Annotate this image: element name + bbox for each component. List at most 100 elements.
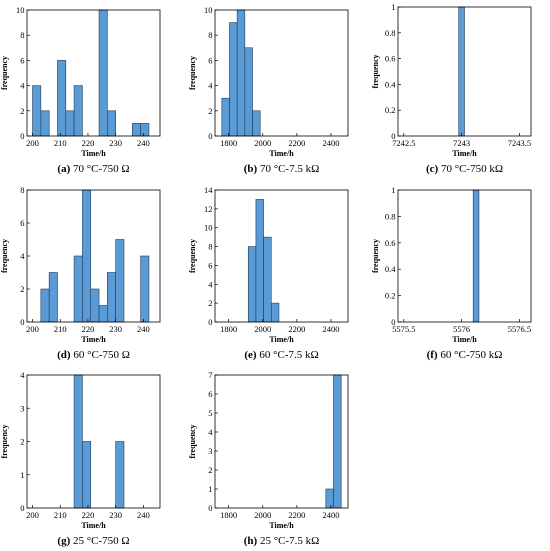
panel-caption: (d) 60 °C-750 Ω — [57, 349, 130, 361]
histogram-bar — [270, 302, 280, 323]
x-tick-label: 240 — [137, 324, 150, 334]
chart-panel-4: 200 210 220 230 240 0 2 4 6 8 Time/h frequency (d) 6… — [0, 185, 161, 361]
x-tick-label: 2400 — [322, 138, 339, 148]
y-tick-label: 0.6 — [385, 238, 396, 248]
y-tick-label: 8 — [208, 242, 212, 252]
panel-caption-text: 60 °C-750 Ω — [73, 349, 130, 361]
y-tick-label: 10 — [204, 223, 213, 233]
panel-caption-text: 60 °C-7.5 kΩ — [259, 349, 318, 361]
y-tick-label: 4 — [20, 370, 25, 380]
histogram-bar — [82, 441, 92, 509]
histogram-bar — [115, 441, 125, 509]
panel-caption-text: 70 °C-7.5 kΩ — [260, 163, 319, 175]
chart-panel-3: 7242.5 7243 7243.5 0 0.2 0.4 0.6 0.8 1 Time/h freq… — [371, 2, 532, 175]
panel-caption: (g) 25 °C-750 Ω — [57, 535, 129, 547]
histogram-bar — [131, 123, 141, 137]
histogram-bar — [325, 488, 334, 509]
histogram-bar — [458, 6, 465, 137]
histogram-bar — [40, 110, 50, 137]
panel-caption-letter: (h) — [244, 535, 260, 547]
x-tick-label: 240 — [137, 510, 150, 520]
histogram-bar — [57, 60, 67, 137]
x-tick-label: 7243 — [453, 138, 470, 148]
x-axis-label: Time/h — [269, 335, 294, 344]
x-tick-label: 210 — [54, 324, 67, 334]
y-tick-label: 0 — [20, 131, 24, 141]
y-tick-label: 4 — [20, 251, 25, 261]
panel-caption-text: 70 °C-750 kΩ — [441, 163, 503, 175]
histogram-bar — [236, 9, 246, 137]
x-tick-label: 5576.5 — [508, 324, 531, 334]
y-tick-label: 0 — [208, 131, 212, 141]
x-tick-label: 2000 — [254, 138, 271, 148]
panel-caption-letter: (g) — [57, 535, 73, 547]
y-tick-label: 10 — [16, 5, 25, 15]
x-tick-label: 2000 — [254, 510, 271, 520]
y-tick-label: 0.8 — [385, 28, 396, 38]
histogram-bar — [252, 110, 261, 137]
histogram-bar — [255, 199, 264, 323]
x-tick-label: 210 — [54, 138, 67, 148]
y-tick-label: 6 — [208, 55, 212, 65]
panel-caption: (e) 60 °C-7.5 kΩ — [244, 349, 318, 361]
panel-caption: (b) 70 °C-7.5 kΩ — [244, 163, 320, 175]
x-tick-label: 200 — [26, 324, 39, 334]
plot-frame — [26, 9, 161, 137]
panel-caption-text: 25 °C-750 Ω — [73, 535, 130, 547]
y-tick-label: 8 — [20, 30, 24, 40]
y-tick-label: 0 — [391, 317, 395, 327]
histogram-bar — [98, 9, 108, 137]
panel-caption-letter: (d) — [57, 349, 73, 361]
y-axis-label: frequency — [188, 239, 197, 273]
histogram-bar — [140, 255, 150, 323]
histogram-bar — [472, 189, 480, 323]
y-tick-label: 4 — [20, 81, 25, 91]
x-axis-label: Time/h — [269, 521, 294, 530]
y-tick-label: 0 — [208, 317, 212, 327]
chart-panel-1: 200 210 220 230 240 0 2 4 6 8 10 Time/h frequency (a)… — [0, 5, 161, 175]
y-tick-label: 0.4 — [385, 79, 396, 89]
x-axis-label: Time/h — [452, 149, 477, 158]
plot-frame — [397, 189, 532, 323]
x-tick-label: 220 — [82, 138, 95, 148]
x-tick-label: 5576 — [453, 324, 470, 334]
plot-frame — [397, 6, 532, 137]
y-tick-label: 2 — [208, 298, 212, 308]
x-axis-label: Time/h — [81, 149, 106, 158]
x-tick-label: 2400 — [322, 510, 339, 520]
histogram-bar — [48, 272, 58, 323]
y-tick-label: 6 — [20, 55, 24, 65]
histogram-bar — [40, 288, 50, 323]
chart-panel-7: 200 210 220 230 240 0 1 2 3 4 Time/h frequency (g) 2… — [0, 370, 161, 547]
panel-caption-text: 25 °C-7.5 kΩ — [260, 535, 319, 547]
x-tick-label: 1800 — [220, 324, 237, 334]
y-tick-label: 0.8 — [385, 211, 396, 221]
histogram-bar — [107, 272, 116, 323]
panel-caption: (c) 70 °C-750 kΩ — [426, 163, 503, 175]
plot-frame — [214, 9, 349, 137]
panel-caption: (h) 25 °C-7.5 kΩ — [244, 535, 320, 547]
x-tick-label: 220 — [82, 324, 95, 334]
y-tick-label: 4 — [208, 81, 213, 91]
plot-frame — [214, 374, 349, 509]
histogram-bar — [107, 110, 116, 137]
plot-frame — [214, 189, 349, 323]
histogram-bar — [32, 85, 42, 137]
histogram-bar — [333, 374, 342, 509]
y-axis-label: frequency — [371, 239, 380, 273]
y-tick-label: 12 — [204, 204, 213, 214]
y-tick-label: 2 — [20, 284, 24, 294]
histogram-bar — [90, 288, 100, 323]
y-tick-label: 2 — [20, 106, 24, 116]
y-tick-label: 2 — [208, 106, 212, 116]
histogram-bar — [65, 110, 75, 137]
y-tick-label: 4 — [208, 427, 213, 437]
y-tick-label: 1 — [208, 484, 212, 494]
panel-caption-letter: (b) — [244, 163, 260, 175]
y-tick-label: 3 — [208, 446, 212, 456]
y-tick-label: 0.2 — [385, 105, 396, 115]
x-axis-label: Time/h — [81, 335, 106, 344]
x-tick-label: 7242.5 — [392, 138, 415, 148]
x-tick-label: 1800 — [220, 510, 237, 520]
y-tick-label: 8 — [208, 30, 212, 40]
